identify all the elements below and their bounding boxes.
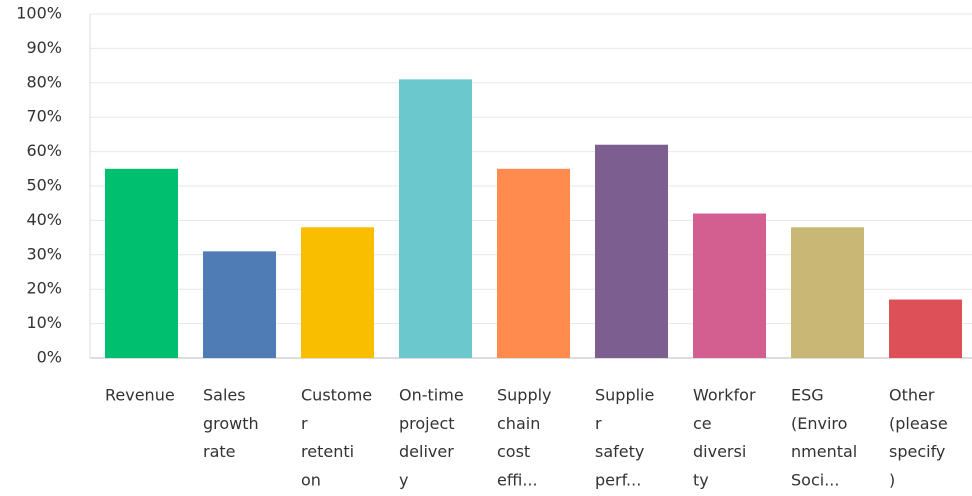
bar xyxy=(203,251,276,358)
bar xyxy=(399,79,472,359)
bar xyxy=(693,213,766,358)
x-tick-label: nmental xyxy=(791,442,857,461)
x-tick-label: specify xyxy=(889,442,945,461)
x-tick-label: Workfor xyxy=(693,386,756,405)
bar xyxy=(301,227,374,358)
x-tick-label: Sales xyxy=(203,386,246,405)
x-tick-label: safety xyxy=(595,442,644,461)
bar xyxy=(791,227,864,358)
y-tick-label: 60% xyxy=(26,141,62,160)
y-tick-label: 40% xyxy=(26,210,62,229)
bar xyxy=(595,144,668,358)
x-tick-label: effi... xyxy=(497,470,538,489)
x-tick-label: ce xyxy=(693,414,712,433)
x-tick-label: Other xyxy=(889,386,935,405)
x-tick-label: chain xyxy=(497,414,540,433)
x-tick-label: r xyxy=(301,414,308,433)
y-tick-label: 90% xyxy=(26,38,62,57)
y-tick-label: 30% xyxy=(26,244,62,263)
x-tick-label: cost xyxy=(497,442,530,461)
x-tick-label: rate xyxy=(203,442,236,461)
y-tick-label: 100% xyxy=(16,4,62,23)
x-tick-label: on xyxy=(301,470,321,489)
bar xyxy=(497,168,570,358)
x-tick-label: Custome xyxy=(301,386,372,405)
y-tick-label: 20% xyxy=(26,279,62,298)
x-tick-label: growth xyxy=(203,414,259,433)
x-tick-label: Supply xyxy=(497,386,552,405)
x-tick-label: (Enviro xyxy=(791,414,847,433)
x-tick-label: diversi xyxy=(693,442,746,461)
x-tick-label: project xyxy=(399,414,455,433)
x-tick-label: retenti xyxy=(301,442,354,461)
x-tick-label: Supplie xyxy=(595,386,654,405)
x-tick-label: r xyxy=(595,414,602,433)
x-tick-label: Soci... xyxy=(791,470,839,489)
x-tick-label: ESG xyxy=(791,386,824,405)
y-tick-label: 10% xyxy=(26,313,62,332)
y-tick-label: 0% xyxy=(37,348,62,367)
x-tick-label: ty xyxy=(693,470,709,489)
bar xyxy=(889,299,962,358)
y-tick-label: 80% xyxy=(26,72,62,91)
x-tick-label: deliver xyxy=(399,442,454,461)
x-tick-label: y xyxy=(399,470,408,489)
x-tick-label: perf... xyxy=(595,470,641,489)
y-tick-label: 50% xyxy=(26,176,62,195)
x-tick-label: ) xyxy=(889,470,895,489)
x-tick-label: On-time xyxy=(399,386,464,405)
y-tick-label: 70% xyxy=(26,107,62,126)
bar xyxy=(105,168,178,358)
x-tick-label: (please xyxy=(889,414,948,433)
x-tick-label: Revenue xyxy=(105,386,175,405)
